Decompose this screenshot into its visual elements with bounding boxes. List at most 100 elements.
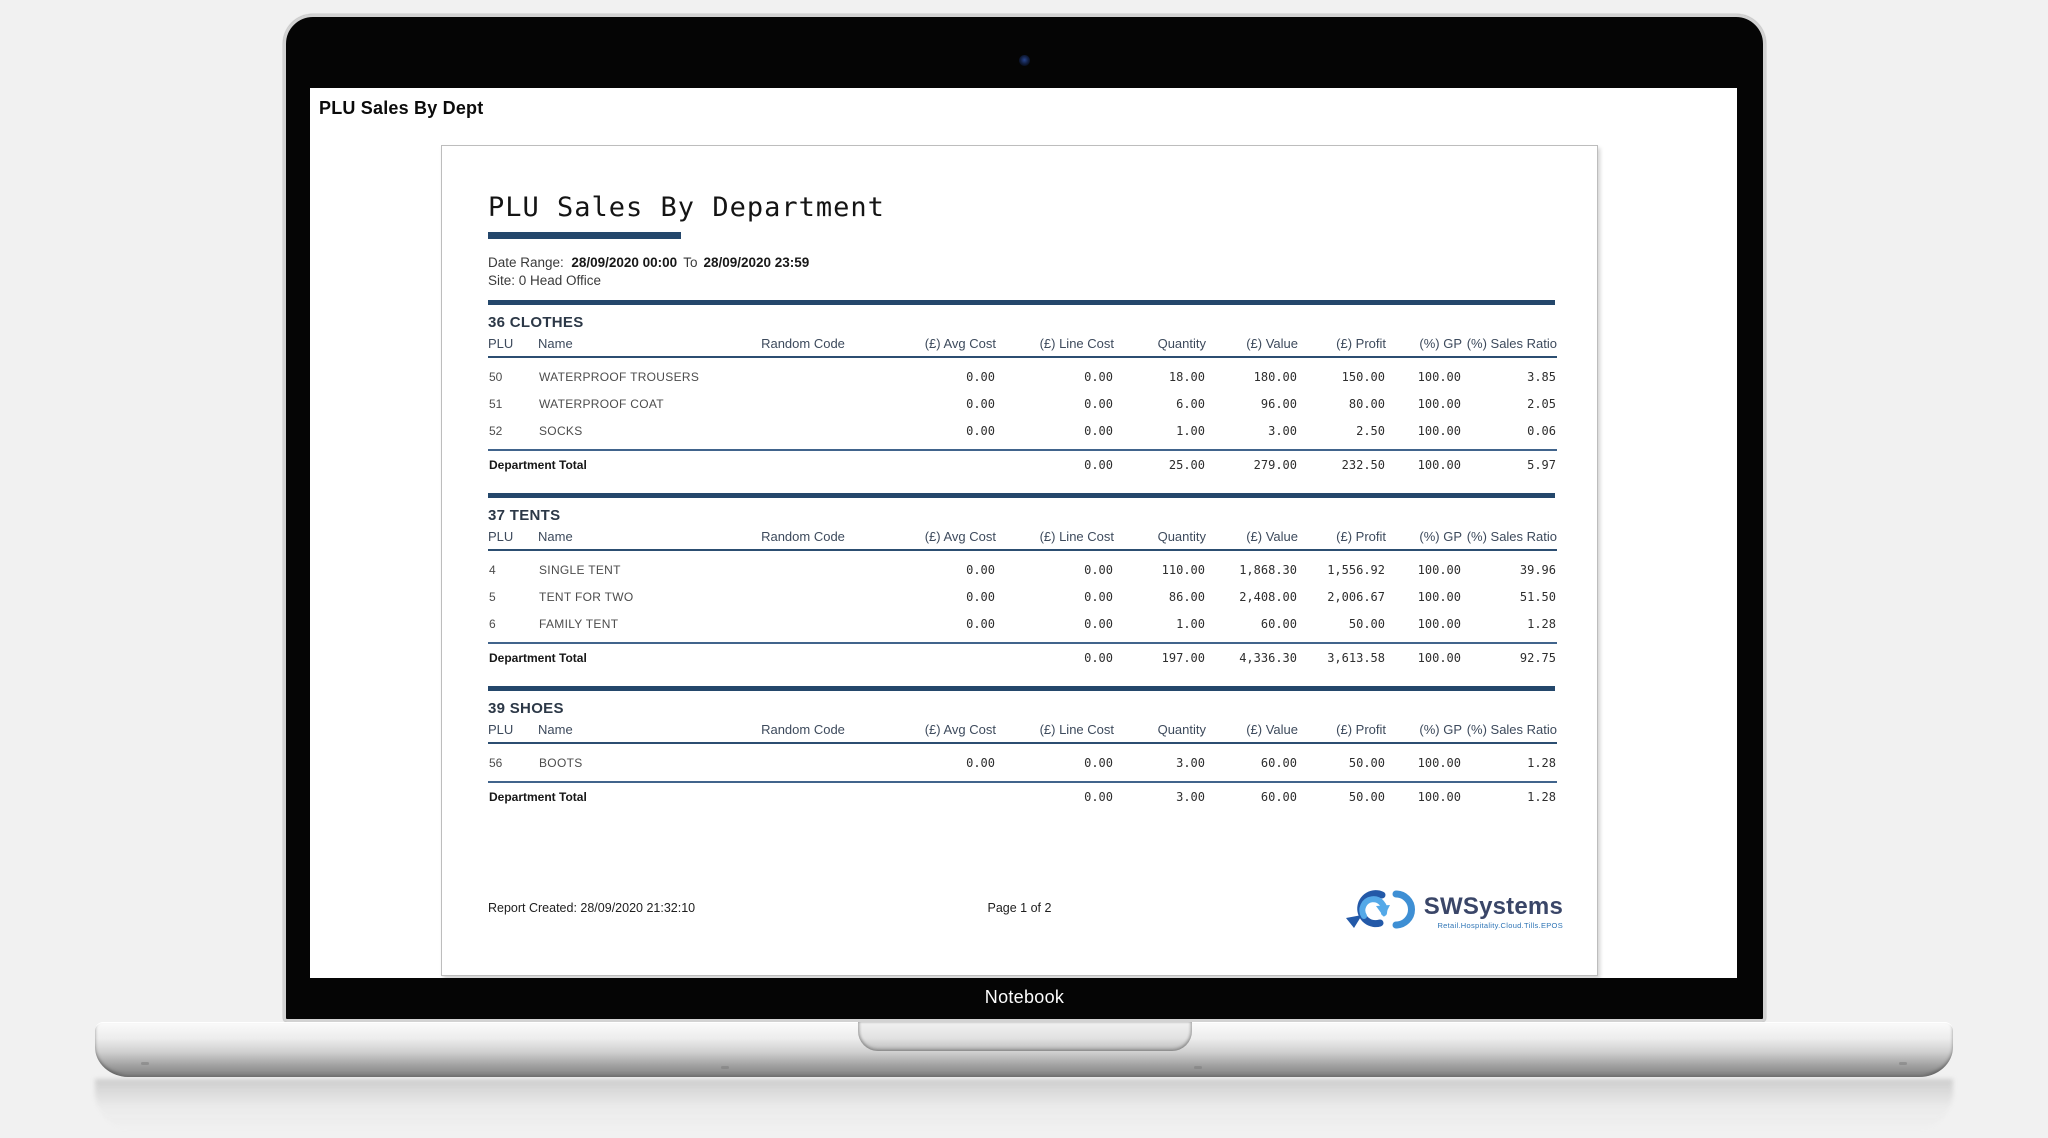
avg-cost-cell: 0.00	[966, 755, 995, 770]
column-header: Random Code	[728, 529, 878, 551]
name-cell: WATERPROOF COAT	[539, 396, 664, 411]
column-header: (£) Profit	[1298, 336, 1386, 358]
total-cell: 60.00	[1260, 789, 1297, 804]
department-section: 36 CLOTHES PLU Name Random Code (£) Avg …	[488, 300, 1557, 478]
column-header: Random Code	[728, 336, 878, 358]
section-divider	[488, 493, 1555, 498]
base-screw-icon	[721, 1066, 729, 1069]
column-header: (£) Avg Cost	[878, 722, 996, 744]
total-cell: 279.00	[1253, 457, 1297, 472]
table-row: 51 WATERPROOF COAT 0.00 0.00 6.00 96.00 …	[488, 390, 1557, 417]
column-header: Quantity	[1114, 529, 1206, 551]
line-cost-cell: 0.00	[1084, 616, 1113, 631]
report-title: PLU Sales By Department	[488, 192, 885, 223]
column-header: Quantity	[1114, 336, 1206, 358]
column-header: Random Code	[728, 722, 878, 744]
column-header: Name	[538, 722, 728, 744]
name-cell: FAMILY TENT	[539, 616, 619, 631]
to-label: To	[683, 255, 698, 270]
profit-cell: 150.00	[1341, 369, 1385, 384]
site-line: Site: 0 Head Office	[488, 273, 602, 288]
base-screw-icon	[1194, 1066, 1202, 1069]
section-divider	[488, 686, 1555, 691]
table-row: 4 SINGLE TENT 0.00 0.00 110.00 1,868.30 …	[488, 550, 1557, 583]
avg-cost-cell: 0.00	[966, 396, 995, 411]
column-header: (£) Avg Cost	[878, 336, 996, 358]
column-header: (%) Sales Ratio	[1462, 722, 1557, 744]
gp-cell: 100.00	[1417, 396, 1461, 411]
plu-cell: 4	[489, 562, 496, 577]
column-header: (%) GP	[1386, 722, 1462, 744]
name-cell: BOOTS	[539, 755, 583, 770]
date-range-label: Date Range:	[488, 255, 564, 270]
total-cell: 3,613.58	[1327, 650, 1385, 665]
column-header: PLU	[488, 529, 538, 551]
total-cell: 100.00	[1417, 789, 1461, 804]
name-cell: SOCKS	[539, 423, 583, 438]
table-row: 50 WATERPROOF TROUSERS 0.00 0.00 18.00 1…	[488, 357, 1557, 390]
line-cost-cell: 0.00	[1084, 369, 1113, 384]
avg-cost-cell: 0.00	[966, 369, 995, 384]
total-avg-cost-blank	[878, 782, 996, 810]
base-screw-icon	[141, 1062, 149, 1065]
random-code-cell	[728, 743, 878, 782]
department-table: PLU Name Random Code (£) Avg Cost (£) Li…	[488, 722, 1557, 810]
sales-ratio-cell: 51.50	[1519, 589, 1556, 604]
avg-cost-cell: 0.00	[966, 562, 995, 577]
column-header: (£) Profit	[1298, 529, 1386, 551]
gp-cell: 100.00	[1417, 369, 1461, 384]
profit-cell: 50.00	[1348, 755, 1385, 770]
laptop-reflection	[95, 1079, 1953, 1131]
profit-cell: 2.50	[1356, 423, 1385, 438]
quantity-cell: 1.00	[1176, 423, 1205, 438]
plu-cell: 52	[489, 423, 503, 438]
table-row: 6 FAMILY TENT 0.00 0.00 1.00 60.00 50.00…	[488, 610, 1557, 643]
line-cost-cell: 0.00	[1084, 423, 1113, 438]
column-header: Name	[538, 529, 728, 551]
department-sections: 36 CLOTHES PLU Name Random Code (£) Avg …	[488, 300, 1557, 810]
column-header: PLU	[488, 722, 538, 744]
line-cost-cell: 0.00	[1084, 755, 1113, 770]
total-cell: 25.00	[1168, 457, 1205, 472]
laptop-base	[95, 1022, 1953, 1077]
date-from: 28/09/2020 00:00	[571, 255, 678, 270]
total-cell: 50.00	[1348, 789, 1385, 804]
column-header: Quantity	[1114, 722, 1206, 744]
column-header: PLU	[488, 336, 538, 358]
date-range-line: Date Range: 28/09/2020 00:00 To 28/09/2020…	[488, 255, 1555, 270]
line-cost-cell: 0.00	[1084, 396, 1113, 411]
department-total-row: Department Total 0.00 3.00 60.00 50.00 1…	[488, 782, 1557, 810]
profit-cell: 1,556.92	[1327, 562, 1385, 577]
plu-cell: 50	[489, 369, 503, 384]
total-cell: 0.00	[1084, 650, 1113, 665]
gp-cell: 100.00	[1417, 589, 1461, 604]
logo-name: SWSystems	[1423, 893, 1563, 920]
random-code-cell	[728, 357, 878, 390]
department-total-row: Department Total 0.00 197.00 4,336.30 3,…	[488, 643, 1557, 671]
table-header-row: PLU Name Random Code (£) Avg Cost (£) Li…	[488, 722, 1557, 744]
avg-cost-cell: 0.00	[966, 423, 995, 438]
window-title: PLU Sales By Dept	[319, 98, 484, 118]
cloud-sync-icon	[1344, 882, 1420, 943]
column-header: Name	[538, 336, 728, 358]
total-cell: 197.00	[1161, 650, 1205, 665]
quantity-cell: 110.00	[1161, 562, 1205, 577]
device-label: Notebook	[984, 987, 1065, 1007]
name-cell: WATERPROOF TROUSERS	[539, 369, 700, 384]
date-to: 28/09/2020 23:59	[703, 255, 810, 270]
sales-ratio-cell: 39.96	[1519, 562, 1556, 577]
value-cell: 60.00	[1260, 755, 1297, 770]
department-section: 39 SHOES PLU Name Random Code (£) Avg Co…	[488, 686, 1557, 810]
sales-ratio-cell: 0.06	[1527, 423, 1556, 438]
column-header: (£) Profit	[1298, 722, 1386, 744]
lid-grab-notch	[858, 1022, 1192, 1051]
quantity-cell: 3.00	[1176, 755, 1205, 770]
column-header: (£) Avg Cost	[878, 529, 996, 551]
department-section: 37 TENTS PLU Name Random Code (£) Avg Co…	[488, 493, 1557, 671]
total-cell: 1.28	[1527, 789, 1556, 804]
value-cell: 2,408.00	[1239, 589, 1297, 604]
total-cell: 4,336.30	[1239, 650, 1297, 665]
column-header: (£) Value	[1206, 336, 1298, 358]
report-created-text: Report Created: 28/09/2020 21:32:10	[488, 901, 696, 915]
